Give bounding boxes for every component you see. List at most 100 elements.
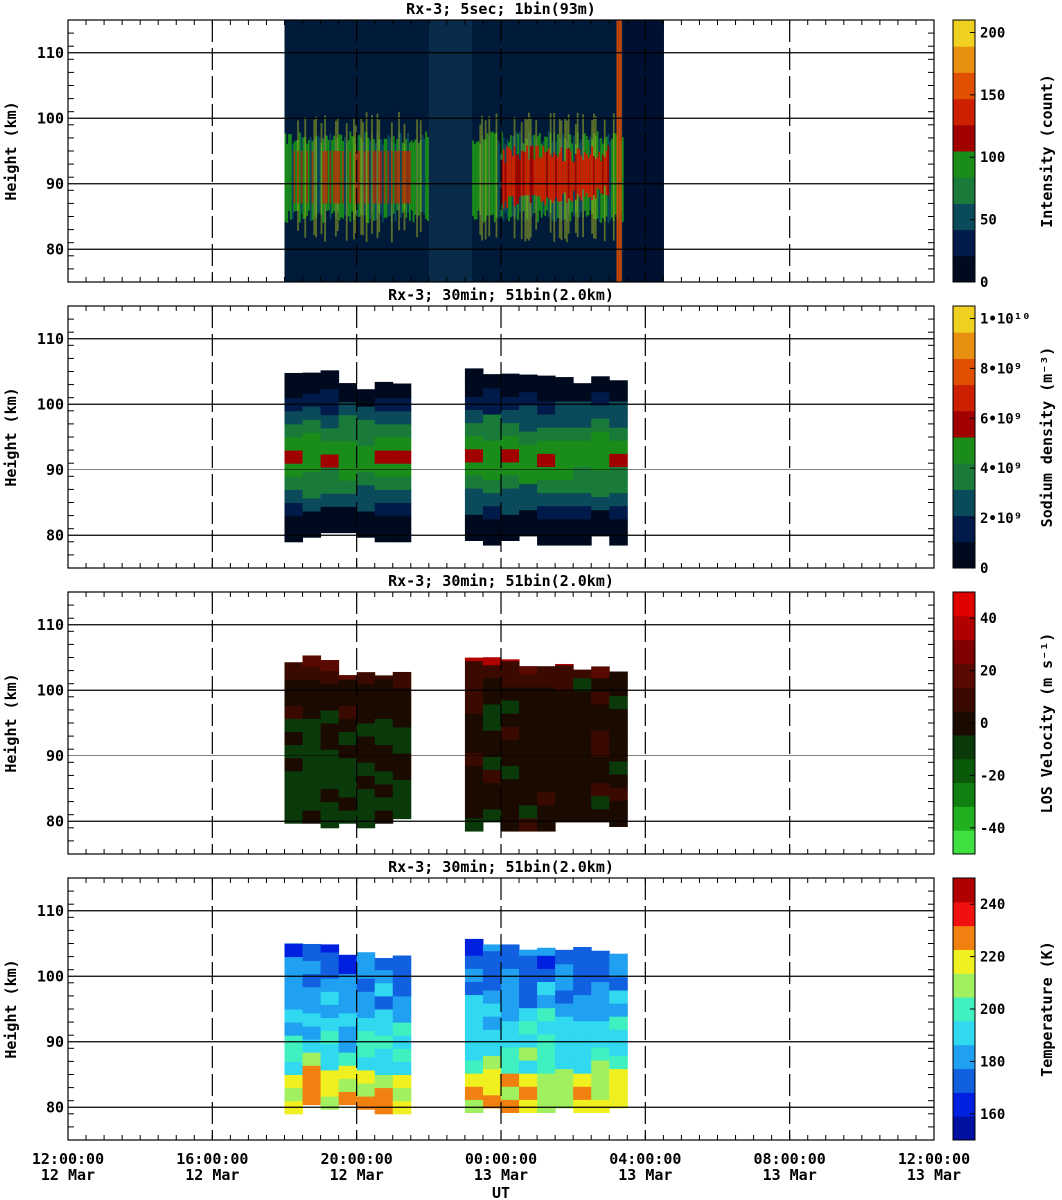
- heatmap-cell: [464, 791, 484, 806]
- heatmap-cell: [356, 952, 376, 966]
- heatmap-cell: [284, 515, 304, 530]
- heatmap-cell: [519, 673, 538, 688]
- heatmap-cell: [320, 775, 340, 789]
- heatmap-cell: [609, 1003, 628, 1017]
- heatmap-cell: [591, 666, 610, 679]
- heatmap-cell: [320, 952, 340, 966]
- y-tick-label: 80: [46, 1098, 64, 1116]
- colorbar-segment: [953, 124, 975, 152]
- heatmap-cell: [302, 986, 322, 1001]
- heatmap-cell: [302, 1078, 322, 1093]
- heatmap-cell: [356, 775, 376, 789]
- heatmap-cell: [555, 427, 574, 441]
- heatmap-cell: [302, 471, 322, 486]
- intensity-cell: [329, 151, 333, 204]
- heatmap-cell: [392, 1009, 412, 1023]
- heatmap-cell: [284, 744, 304, 759]
- heatmap-cell: [338, 705, 358, 719]
- heatmap-cell: [519, 374, 538, 380]
- heatmap-cell: [392, 410, 412, 425]
- intensity-cell: [416, 119, 419, 238]
- heatmap-cell: [374, 489, 394, 503]
- heatmap-cell: [555, 717, 574, 731]
- intensity-cell: [315, 116, 318, 238]
- heatmap-cell: [609, 505, 628, 520]
- colorbar-segment: [953, 639, 975, 664]
- heatmap-cell: [356, 524, 376, 538]
- intensity-cell: [313, 119, 316, 236]
- intensity-cell: [336, 151, 340, 204]
- intensity-cell: [408, 151, 412, 204]
- heatmap-cell: [392, 956, 412, 971]
- heatmap-cell: [573, 531, 592, 546]
- heatmap-cell: [374, 744, 394, 759]
- heatmap-cell: [320, 467, 340, 481]
- heatmap-cell: [338, 1012, 358, 1027]
- heatmap-cell: [302, 705, 322, 719]
- heatmap-cell: [302, 810, 322, 824]
- intensity-cell: [459, 20, 462, 282]
- heatmap-cell: [555, 730, 574, 744]
- heatmap-cell: [537, 726, 556, 740]
- heatmap-cell: [356, 723, 376, 737]
- colorbar-tick-label: 0: [980, 275, 988, 291]
- intensity-cell: [623, 20, 627, 282]
- x-tick-date: 12 Mar: [41, 1166, 95, 1184]
- heatmap-cell: [392, 437, 412, 451]
- heatmap-cell: [284, 1087, 304, 1102]
- heatmap-cells: [284, 655, 628, 832]
- intensity-cell: [580, 155, 583, 201]
- heatmap-cell: [392, 1022, 412, 1036]
- heatmap-cell: [537, 375, 556, 389]
- y-tick-label: 110: [37, 616, 64, 634]
- heatmap-cell: [464, 981, 484, 996]
- heatmap-cell: [320, 1083, 340, 1097]
- heatmap-cell: [537, 739, 556, 753]
- intensity-cell: [524, 151, 527, 196]
- heatmap-cell: [338, 797, 358, 811]
- heatmap-cell: [464, 713, 484, 727]
- y-axis-label: Height (km): [2, 673, 20, 772]
- chart-panel-4: Rx-3; 30min; 51bin(2.0km) 80 90 100 110 Heigh…: [2, 858, 1056, 1141]
- intensity-cell: [380, 151, 383, 204]
- heatmap-cell: [338, 454, 358, 468]
- heatmap-cell: [501, 409, 520, 424]
- heatmap-cell: [555, 782, 574, 797]
- heatmap-cell: [501, 659, 520, 662]
- heatmap-cell: [464, 778, 484, 793]
- colorbar-segment: [953, 973, 975, 998]
- heatmap-cell: [284, 770, 304, 785]
- heatmap-cell: [591, 496, 610, 511]
- heatmap-cell: [392, 1061, 412, 1075]
- heatmap-cell: [573, 427, 592, 441]
- intensity-cell: [583, 152, 587, 197]
- heatmap-cell: [573, 518, 592, 533]
- colorbar-tick-label: 50: [980, 213, 997, 229]
- heatmap-cell: [482, 387, 502, 402]
- heatmap-cell: [374, 410, 394, 425]
- intensity-cell: [528, 159, 531, 196]
- heatmap-cell: [519, 817, 538, 832]
- heatmap-cell: [284, 423, 304, 438]
- heatmap-cell: [482, 769, 502, 784]
- heatmap-cell: [537, 666, 556, 675]
- heatmap-cell: [591, 444, 610, 458]
- heatmap-cell: [356, 1069, 376, 1084]
- heatmap-cell: [555, 795, 574, 810]
- intensity-cell: [497, 139, 500, 218]
- heatmap-cell: [609, 708, 628, 723]
- heatmap-cell: [555, 976, 574, 991]
- intensity-cell: [335, 151, 338, 204]
- intensity-cell: [349, 151, 352, 204]
- heatmap-cell: [374, 515, 394, 530]
- intensity-cell: [553, 152, 556, 201]
- heatmap-cell: [519, 378, 538, 393]
- intensity-cell: [410, 140, 414, 211]
- heatmap-cell: [482, 531, 502, 546]
- intensity-cell: [526, 145, 529, 196]
- heatmap-cell: [501, 981, 520, 996]
- heatmap-cell: [338, 506, 358, 521]
- heatmap-cell: [374, 692, 394, 706]
- heatmap-cell: [519, 955, 538, 969]
- heatmap-cell: [501, 383, 520, 397]
